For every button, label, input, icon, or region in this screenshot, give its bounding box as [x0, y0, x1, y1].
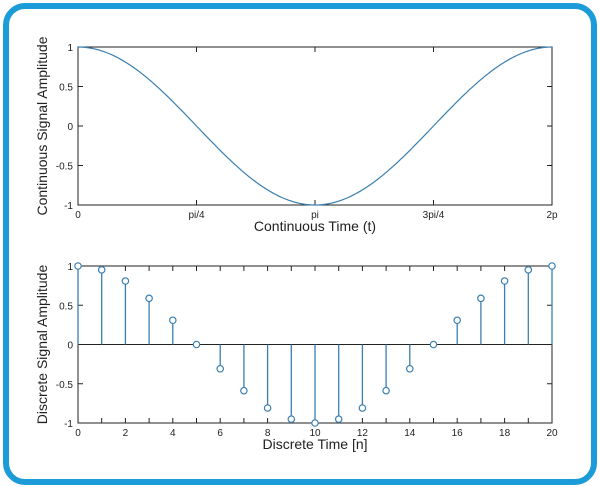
y-tick-label: 1 — [67, 262, 73, 273]
y-tick-label: 1 — [67, 43, 73, 54]
y-axis-label: Continuous Signal Amplitude — [34, 36, 50, 215]
stem-marker — [74, 262, 82, 270]
y-axis-label: Discrete Signal Amplitude — [34, 265, 50, 425]
stem-marker — [477, 294, 485, 303]
chart-frame — [3, 3, 597, 485]
stem-marker — [121, 277, 130, 285]
y-tick-label: -0.5 — [56, 162, 74, 173]
y-tick-label: -1 — [64, 419, 73, 430]
x-tick-label: 20 — [546, 428, 558, 439]
stem-marker — [97, 266, 106, 274]
x-tick-label: pi — [311, 210, 319, 221]
axes-box-0 — [77, 46, 553, 206]
stem-marker — [169, 316, 177, 325]
x-axis-label: Continuous Time (t) — [254, 218, 376, 234]
x-tick-label: 4 — [170, 428, 176, 439]
stem-marker — [240, 386, 248, 395]
series-line — [78, 46, 552, 206]
x-axis-label: Discrete Time [n] — [262, 436, 367, 452]
stem-marker — [192, 340, 201, 349]
y-tick-label: 0.5 — [59, 301, 73, 312]
x-tick-label: 14 — [404, 428, 416, 439]
x-tick-label: 3pi/4 — [423, 210, 445, 221]
y-tick-label: 0 — [67, 341, 73, 352]
stem-marker — [145, 294, 153, 303]
x-tick-label: 0 — [75, 428, 81, 439]
x-tick-label: 6 — [217, 428, 223, 439]
stem-marker — [453, 316, 462, 325]
y-tick-label: 0 — [67, 122, 73, 133]
stem-marker — [548, 262, 556, 270]
stem-marker — [500, 277, 509, 285]
stem-marker — [382, 386, 390, 395]
stem-marker — [358, 404, 367, 412]
x-tick-label: 10 — [309, 428, 321, 439]
x-tick-label: 8 — [265, 428, 271, 439]
stem-marker — [429, 340, 438, 349]
x-tick-label: 2p — [546, 210, 558, 221]
x-tick-label: 16 — [452, 428, 464, 439]
x-tick-label: 18 — [499, 428, 511, 439]
stem-marker — [334, 415, 343, 423]
y-tick-label: -0.5 — [56, 380, 74, 391]
stem-marker — [287, 415, 296, 423]
stem-marker — [405, 364, 414, 373]
x-tick-label: 2 — [123, 428, 129, 439]
stem-marker — [216, 364, 225, 373]
x-tick-label: pi/4 — [188, 210, 205, 221]
x-tick-label: 12 — [357, 428, 369, 439]
y-tick-label: -1 — [64, 201, 73, 212]
stem-marker — [263, 404, 272, 412]
stem-marker — [311, 419, 319, 427]
y-tick-label: 0.5 — [59, 83, 73, 94]
x-tick-label: 0 — [75, 210, 81, 221]
stem-marker — [524, 266, 533, 274]
